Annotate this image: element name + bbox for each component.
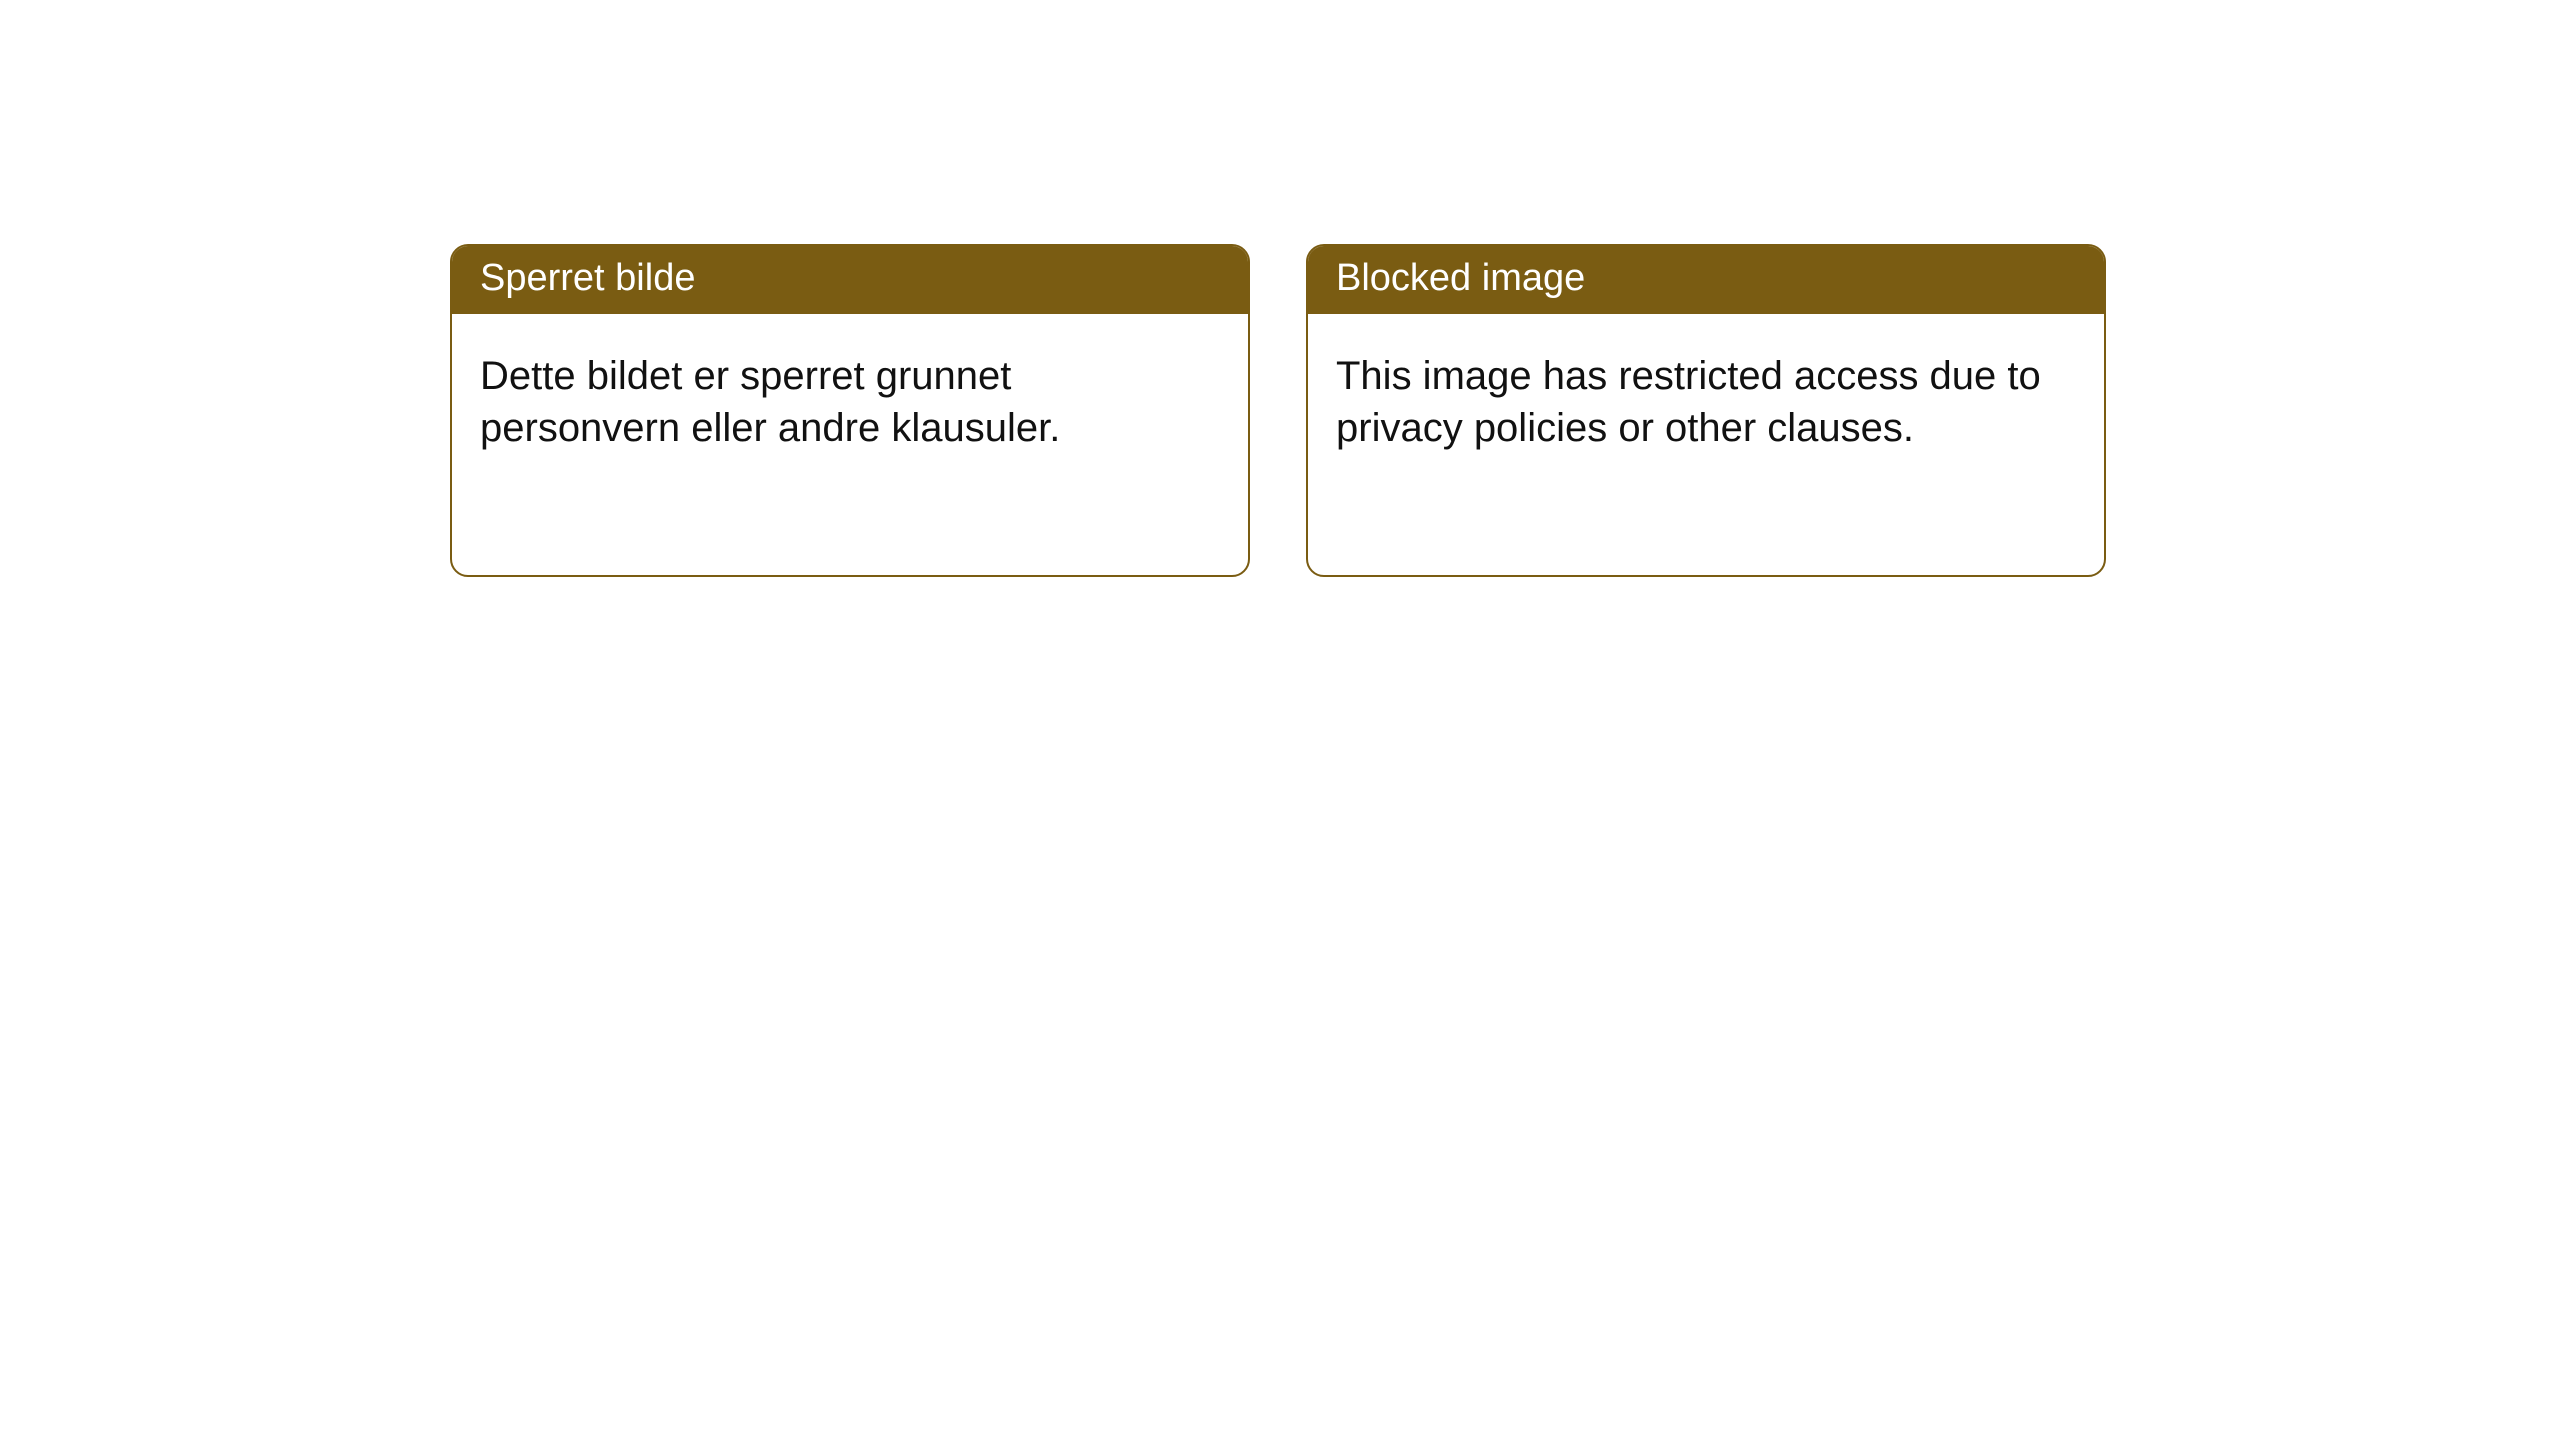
notice-card-english: Blocked image This image has restricted … — [1306, 244, 2106, 577]
notice-card-title: Blocked image — [1308, 246, 2104, 314]
notice-container: Sperret bilde Dette bildet er sperret gr… — [0, 0, 2560, 577]
notice-card-body: Dette bildet er sperret grunnet personve… — [452, 314, 1248, 482]
notice-card-body: This image has restricted access due to … — [1308, 314, 2104, 482]
notice-card-norwegian: Sperret bilde Dette bildet er sperret gr… — [450, 244, 1250, 577]
notice-card-title: Sperret bilde — [452, 246, 1248, 314]
